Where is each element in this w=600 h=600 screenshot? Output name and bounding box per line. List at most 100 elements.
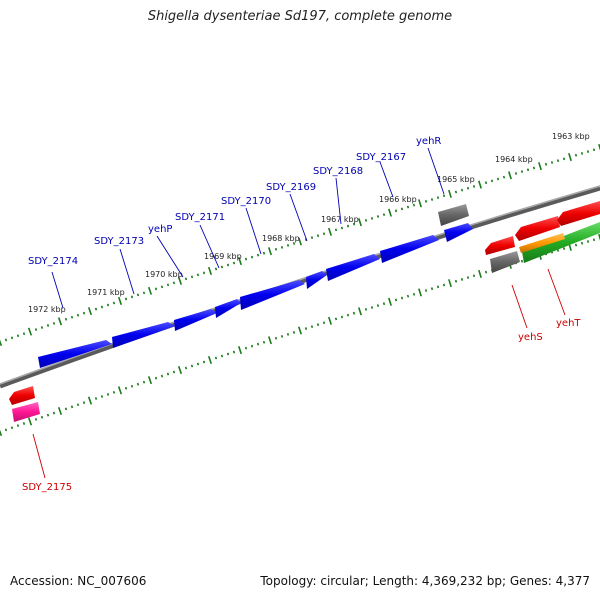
minor-tick [334, 228, 338, 232]
minor-tick [94, 307, 98, 311]
minor-tick [304, 327, 308, 330]
major-tick [328, 316, 332, 325]
gene-arrow-yehS[interactable] [485, 236, 515, 255]
label-leaders [32, 147, 566, 479]
major-tick [298, 237, 302, 246]
minor-tick [562, 247, 566, 251]
major-tick [478, 180, 482, 189]
gene-label-SDY_2170[interactable]: SDY_2170 [221, 196, 271, 207]
gene-label-SDY_2171[interactable]: SDY_2171 [175, 212, 225, 223]
minor-tick [4, 338, 8, 342]
gene-arrow-SDY_2173[interactable] [112, 322, 175, 348]
gene-arrow-SDY_2175[interactable] [9, 386, 35, 405]
pseudogene-arrow-reverse[interactable] [490, 251, 520, 273]
minor-tick [184, 277, 188, 281]
major-tick [0, 339, 3, 347]
gene-arrow-yehP[interactable] [174, 309, 217, 331]
minor-tick [76, 403, 80, 407]
minor-tick [52, 411, 56, 415]
gene-arrow-SDY_2170[interactable] [240, 280, 305, 310]
outer-tick-track [0, 143, 600, 347]
major-tick [568, 152, 572, 162]
minor-tick [316, 234, 320, 238]
minor-tick [526, 168, 530, 172]
gene-label-yehR[interactable]: yehR [416, 136, 441, 147]
topology-text: Topology: circular; Length: 4,369,232 bp… [260, 574, 590, 588]
minor-tick [394, 209, 398, 213]
minor-tick [256, 342, 260, 346]
minor-tick [562, 157, 566, 161]
forward-strand-genes [38, 204, 473, 368]
minor-tick [310, 325, 314, 329]
minor-tick [220, 354, 224, 358]
kbp-label: 1972 kbp [28, 305, 66, 314]
major-tick [177, 276, 183, 285]
gene-label-SDY_2174[interactable]: SDY_2174 [28, 256, 78, 267]
minor-tick [466, 186, 470, 190]
gene-label-yehT[interactable]: yehT [556, 318, 581, 329]
gene-label-SDY_2169[interactable]: SDY_2169 [266, 182, 316, 193]
minor-tick [70, 315, 74, 319]
gene-label-yehS[interactable]: yehS [518, 332, 543, 343]
minor-tick [46, 413, 50, 417]
minor-tick [16, 424, 20, 428]
kbp-label: 1966 kbp [379, 195, 417, 204]
minor-tick [34, 328, 38, 331]
minor-tick [142, 291, 146, 295]
gene-label-SDY_2168[interactable]: SDY_2168 [313, 166, 363, 177]
minor-tick [520, 259, 524, 263]
minor-tick [280, 245, 284, 249]
minor-tick [376, 215, 380, 218]
minor-tick [190, 364, 194, 368]
minor-tick [370, 217, 374, 220]
minor-tick [10, 426, 14, 430]
major-tick [508, 171, 512, 180]
major-tick [117, 296, 123, 306]
gene-arrow-SDY_2167[interactable] [380, 235, 439, 263]
gene-arrow-SDY_2169[interactable] [306, 271, 327, 289]
minor-tick [244, 257, 248, 261]
minor-tick [580, 241, 584, 245]
minor-tick [226, 352, 230, 356]
minor-tick [340, 315, 344, 319]
gene-arrow-SDY_2174[interactable] [38, 340, 112, 368]
gene-label-SDY_2167[interactable]: SDY_2167 [356, 152, 406, 163]
gene-label-yehP[interactable]: yehP [148, 224, 172, 235]
minor-tick [130, 384, 134, 388]
minor-tick [484, 181, 488, 185]
minor-tick [100, 395, 104, 398]
rna-gene-arrow[interactable] [12, 402, 40, 422]
minor-tick [280, 334, 284, 338]
minor-tick [256, 253, 260, 257]
reverse-strand-genes [9, 201, 600, 422]
minor-tick [154, 376, 158, 380]
gene-arrow-yehT[interactable] [515, 216, 560, 241]
minor-tick [574, 153, 578, 157]
minor-tick [286, 243, 290, 247]
gene-arrow-yehR[interactable] [444, 223, 473, 242]
green-gene-arrow[interactable] [522, 222, 600, 263]
minor-tick [340, 226, 344, 230]
gene-label-SDY_2175[interactable]: SDY_2175 [22, 482, 72, 493]
major-tick [388, 208, 392, 217]
gene-label-SDY_2173[interactable]: SDY_2173 [94, 236, 144, 247]
minor-tick [70, 405, 74, 409]
gene-arrow-SDY_2171[interactable] [215, 299, 241, 318]
pseudogene-arrow[interactable] [438, 204, 469, 226]
minor-tick [166, 283, 170, 287]
minor-tick [460, 278, 464, 281]
kbp-label: 1968 kbp [262, 234, 300, 243]
minor-tick [220, 265, 224, 269]
minor-tick [310, 236, 314, 240]
gene-arrow-SDY_2168[interactable] [326, 254, 380, 281]
minor-tick [550, 161, 554, 164]
gene-arrow-right-edge-upper[interactable] [557, 201, 600, 226]
minor-tick [382, 302, 386, 306]
minor-tick [22, 332, 26, 336]
minor-tick [352, 222, 356, 226]
minor-tick [370, 306, 374, 309]
minor-tick [16, 334, 20, 338]
orange-gene-arrow[interactable] [519, 233, 565, 253]
minor-tick [322, 321, 326, 325]
minor-tick [232, 350, 236, 354]
